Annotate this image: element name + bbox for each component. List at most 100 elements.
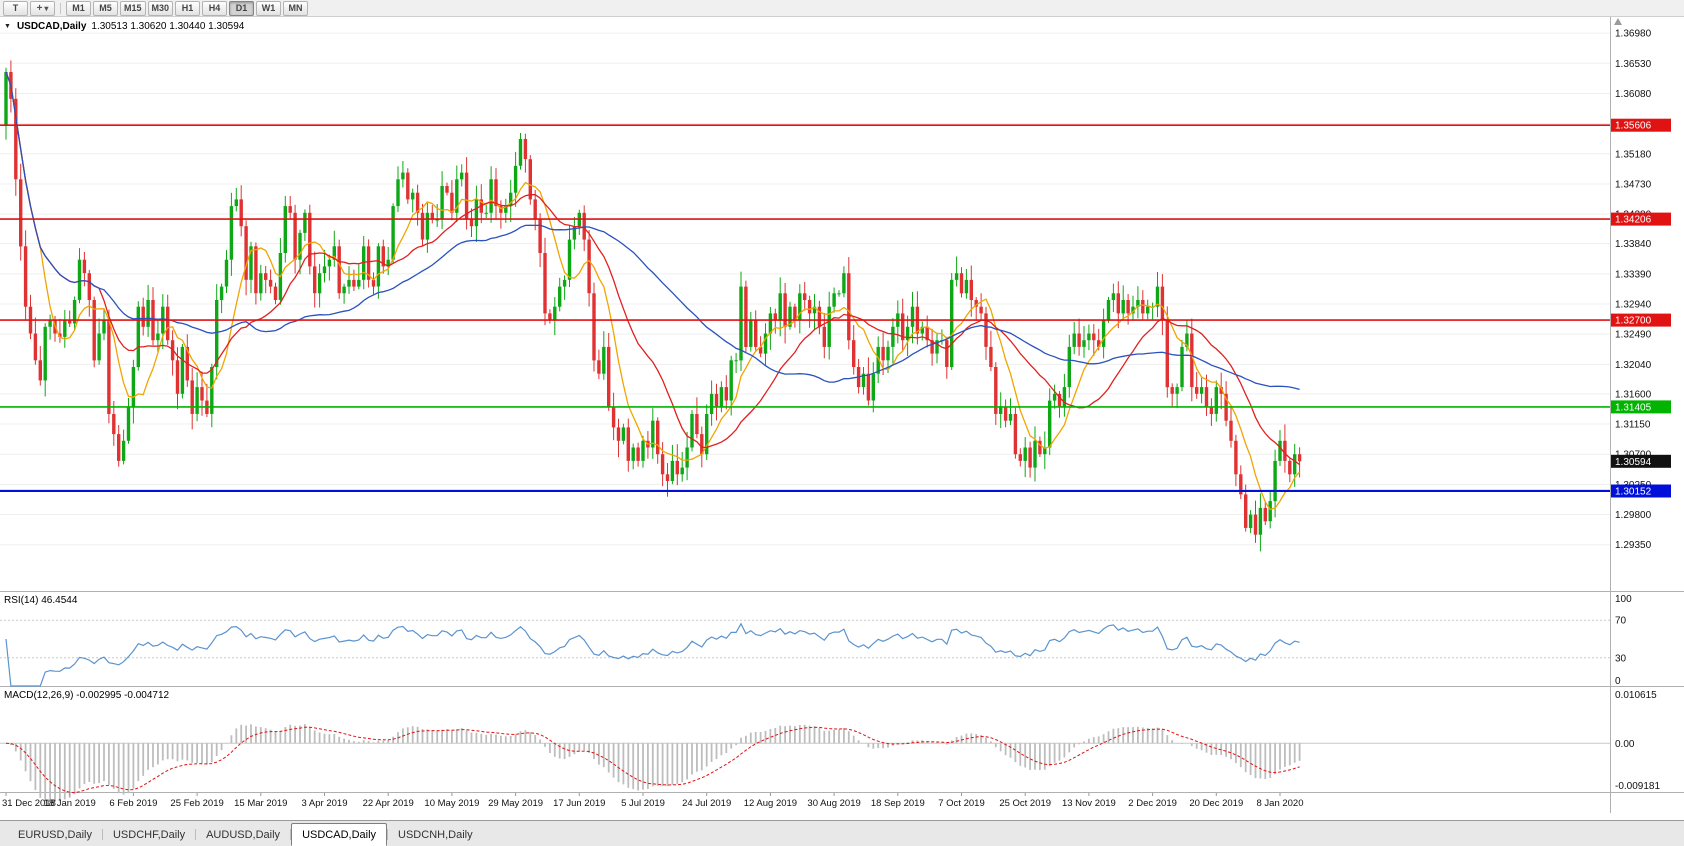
price-tick-label: 1.36530 xyxy=(1615,59,1652,70)
price-tick-label: 1.35180 xyxy=(1615,149,1652,160)
price-tick-label: 1.33390 xyxy=(1615,269,1652,280)
rsi-tick-label: 30 xyxy=(1615,653,1627,664)
rsi-panel: 100 70 30 0 xyxy=(0,594,1632,687)
svg-text:1.31405: 1.31405 xyxy=(1615,402,1652,413)
timeframe-button-w1[interactable]: W1 xyxy=(256,0,282,16)
date-label: 17 Jun 2019 xyxy=(553,798,605,809)
price-line-label[interactable]: 1.31405 xyxy=(1611,400,1671,413)
tab-divider xyxy=(195,829,197,840)
chart-tab-usdcad-daily[interactable]: USDCAD,Daily xyxy=(291,823,388,846)
svg-text:1.30152: 1.30152 xyxy=(1615,486,1652,497)
date-label: 5 Jul 2019 xyxy=(621,798,665,809)
date-label: 18 Sep 2019 xyxy=(871,798,925,809)
rsi-tick-label: 0 xyxy=(1615,676,1621,687)
price-tick-label: 1.29800 xyxy=(1615,510,1652,521)
date-label: 18 Jan 2019 xyxy=(44,798,96,809)
price-tick-label: 1.34730 xyxy=(1615,179,1652,190)
date-label: 25 Feb 2019 xyxy=(170,798,223,809)
timeframe-button-m1[interactable]: M1 xyxy=(66,0,91,16)
date-label: 24 Jul 2019 xyxy=(682,798,731,809)
svg-text:1.34206: 1.34206 xyxy=(1615,215,1652,226)
date-label: 8 Jan 2020 xyxy=(1256,798,1303,809)
date-label: 30 Aug 2019 xyxy=(807,798,860,809)
date-label: 3 Apr 2019 xyxy=(302,798,348,809)
rsi-tick-label: 100 xyxy=(1615,594,1632,605)
toolbar-separator xyxy=(60,2,61,14)
timeframe-buttons: M1 M5 M15 M30 H1 H4 D1 W1 MN xyxy=(66,0,309,16)
tab-divider xyxy=(387,829,389,840)
crosshair-tool-dropdown[interactable]: + xyxy=(30,0,55,16)
last-price-label[interactable]: 1.30594 xyxy=(1611,454,1671,468)
horizontal-lines-layer xyxy=(0,124,1610,493)
price-tick-label: 1.32040 xyxy=(1615,360,1652,371)
price-tick-label: 1.36080 xyxy=(1615,89,1652,100)
price-tick-label: 1.31600 xyxy=(1615,389,1652,400)
chart-tab-usdcnh-daily[interactable]: USDCNH,Daily xyxy=(398,829,473,841)
date-label: 7 Oct 2019 xyxy=(938,798,984,809)
price-tick-label: 1.36980 xyxy=(1615,29,1652,40)
price-line-label[interactable]: 1.30152 xyxy=(1611,484,1671,498)
chart-tab-audusd-daily[interactable]: AUDUSD,Daily xyxy=(206,829,281,841)
tab-divider xyxy=(101,829,103,840)
price-tick-label: 1.33840 xyxy=(1615,239,1652,250)
macd-indicator-label: MACD(12,26,9) -0.002995 -0.004712 xyxy=(4,690,170,701)
price-line-label[interactable]: 1.34206 xyxy=(1611,212,1671,226)
timeframe-button-m5[interactable]: M5 xyxy=(93,0,118,16)
macd-signal-line xyxy=(5,726,1300,794)
date-label: 10 May 2019 xyxy=(424,798,479,809)
price-tick-label: 1.32940 xyxy=(1615,300,1652,311)
one-click-trading-icon[interactable]: ▼ xyxy=(4,23,11,30)
chart-tabs-bar: EURUSD,Daily USDCHF,Daily AUDUSD,Daily USDC… xyxy=(0,820,1684,846)
chart-ohlc-header: ▼ USDCAD,Daily 1.30513 1.30620 1.30440 1… xyxy=(4,21,244,32)
date-label: 25 Oct 2019 xyxy=(999,798,1051,809)
candles-layer xyxy=(4,60,1302,552)
date-label: 13 Nov 2019 xyxy=(1062,798,1116,809)
timeframe-button-mn[interactable]: MN xyxy=(283,0,309,16)
date-label: 15 Mar 2019 xyxy=(234,798,287,809)
date-label: 29 May 2019 xyxy=(488,798,543,809)
crosshair-icon: + xyxy=(36,2,43,14)
price-line-labels: 1.35606 1.34206 1.32700 1.31405 1.30152 1.305… xyxy=(1611,118,1671,498)
text-tool-button[interactable]: T xyxy=(3,0,28,16)
date-label: 6 Feb 2019 xyxy=(109,798,157,809)
chart-symbol-label: USDCAD,Daily xyxy=(16,21,87,32)
chart-ohlc-values: 1.30513 1.30620 1.30440 1.30594 xyxy=(91,21,245,32)
date-label: 22 Apr 2019 xyxy=(363,798,414,809)
date-label: 20 Dec 2019 xyxy=(1189,798,1243,809)
timeframe-button-m15[interactable]: M15 xyxy=(120,0,146,16)
macd-tick-label: 0.010615 xyxy=(1615,690,1657,701)
panel-frames xyxy=(0,17,1684,813)
ma-fast-line xyxy=(5,71,1301,511)
svg-text:1.30594: 1.30594 xyxy=(1615,457,1652,468)
date-label: 31 Dec 2018 xyxy=(2,798,56,809)
timeframe-button-h4[interactable]: H4 xyxy=(202,0,228,16)
macd-panel: 0.010615 0.00 -0.009181 xyxy=(0,690,1660,802)
price-line-label[interactable]: 1.32700 xyxy=(1611,313,1671,327)
price-axis-scroll-up-icon[interactable] xyxy=(1614,18,1622,25)
ma-medium-line xyxy=(5,71,1300,466)
ma-slow-line xyxy=(5,71,1300,391)
macd-tick-label: -0.009181 xyxy=(1615,781,1660,792)
chart-tab-eurusd-daily[interactable]: EURUSD,Daily xyxy=(18,829,92,841)
price-axis-ticks: 1.369801.365301.360801.356301.351801.347… xyxy=(1615,29,1652,552)
price-tick-label: 1.29350 xyxy=(1615,540,1652,551)
timeframe-button-d1[interactable]: D1 xyxy=(229,0,255,16)
chart-tab-usdchf-daily[interactable]: USDCHF,Daily xyxy=(112,829,186,841)
rsi-indicator-label: RSI(14) 46.4544 xyxy=(4,595,78,606)
price-tick-label: 1.32490 xyxy=(1615,330,1652,341)
tab-divider xyxy=(290,829,292,840)
svg-text:1.35606: 1.35606 xyxy=(1615,121,1652,132)
rsi-tick-label: 70 xyxy=(1615,616,1627,627)
price-line-label[interactable]: 1.35606 xyxy=(1611,118,1671,132)
timeframe-button-h1[interactable]: H1 xyxy=(175,0,201,16)
price-tick-label: 1.31150 xyxy=(1615,420,1651,431)
date-label: 12 Aug 2019 xyxy=(744,798,797,809)
price-grid xyxy=(0,32,1610,546)
rsi-line xyxy=(5,622,1300,687)
timeframe-button-m30[interactable]: M30 xyxy=(147,0,174,16)
svg-text:1.32700: 1.32700 xyxy=(1615,316,1652,327)
